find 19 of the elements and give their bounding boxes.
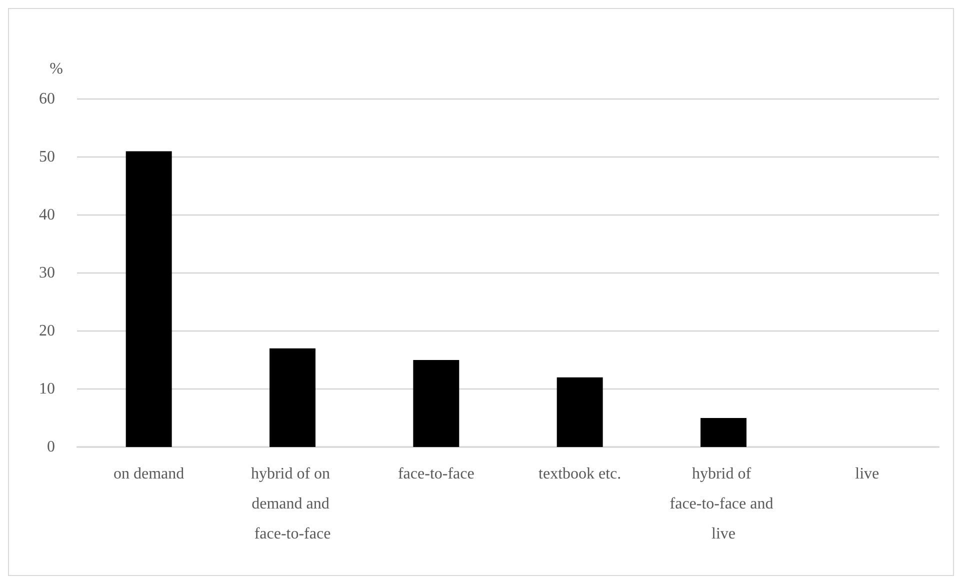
bar [270,348,316,447]
x-tick-label: on demand [114,466,184,482]
x-tick-label: hybrid of face-to-face and live [670,466,778,542]
bar [556,377,603,447]
y-tick-label: 40 [39,206,55,224]
x-tick-label: live [855,466,880,482]
x-tick-label: face-to-face [398,466,474,482]
bar [700,418,746,447]
bar [413,360,460,447]
y-tick-label: 0 [47,438,55,456]
y-tick-label: 10 [39,380,55,398]
x-tick-label: hybrid of on demand and face-to-face [250,466,334,542]
y-axis-title: % [50,60,63,78]
y-tick-label: 30 [39,264,55,282]
y-tick-label: 60 [39,90,55,108]
y-tick-label: 50 [39,148,55,166]
bar [126,151,172,447]
y-tick-label: 20 [39,322,55,340]
x-tick-label: textbook etc. [538,466,622,482]
